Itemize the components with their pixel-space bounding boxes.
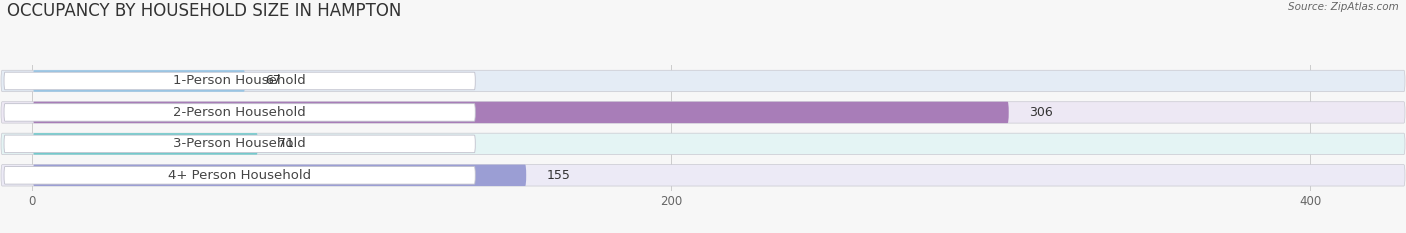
FancyBboxPatch shape [1, 70, 1405, 92]
FancyBboxPatch shape [1, 102, 1405, 123]
Text: 4+ Person Household: 4+ Person Household [169, 169, 311, 182]
Text: 1-Person Household: 1-Person Household [173, 75, 307, 87]
FancyBboxPatch shape [1, 133, 1405, 154]
FancyBboxPatch shape [32, 165, 526, 186]
Text: 155: 155 [547, 169, 571, 182]
Text: 2-Person Household: 2-Person Household [173, 106, 307, 119]
FancyBboxPatch shape [32, 133, 257, 154]
FancyBboxPatch shape [4, 167, 475, 184]
Text: 71: 71 [278, 137, 294, 150]
Text: 3-Person Household: 3-Person Household [173, 137, 307, 150]
FancyBboxPatch shape [32, 70, 245, 92]
FancyBboxPatch shape [4, 104, 475, 121]
Text: 67: 67 [266, 75, 281, 87]
Text: Source: ZipAtlas.com: Source: ZipAtlas.com [1288, 2, 1399, 12]
FancyBboxPatch shape [4, 135, 475, 153]
FancyBboxPatch shape [4, 72, 475, 90]
FancyBboxPatch shape [1, 165, 1405, 186]
Text: OCCUPANCY BY HOUSEHOLD SIZE IN HAMPTON: OCCUPANCY BY HOUSEHOLD SIZE IN HAMPTON [7, 2, 401, 20]
Text: 306: 306 [1029, 106, 1053, 119]
FancyBboxPatch shape [32, 102, 1008, 123]
